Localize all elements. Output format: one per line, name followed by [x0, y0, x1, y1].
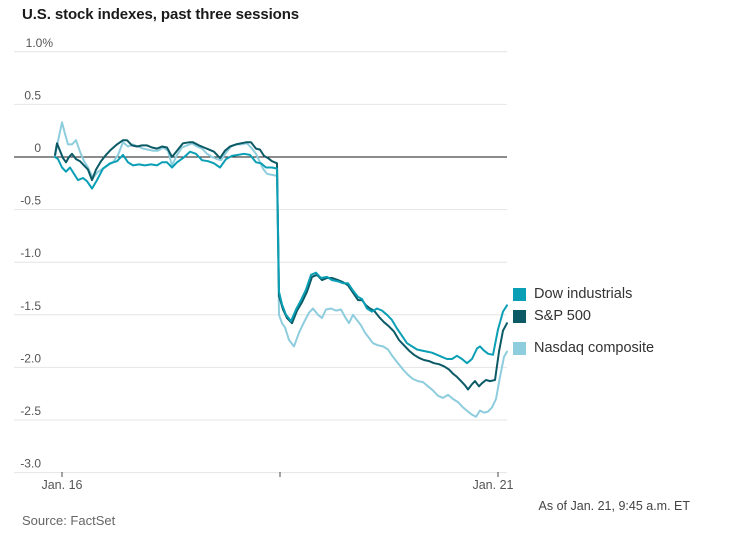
y-axis-label: -1.5	[20, 299, 41, 313]
y-axis-label: -2.0	[20, 351, 41, 365]
series-line-dow	[54, 150, 508, 365]
y-axis-label: -1.0	[20, 246, 41, 260]
as-of-timestamp: As of Jan. 21, 9:45 a.m. ET	[538, 499, 690, 513]
legend-label-dow-industrials: Dow industrials	[534, 286, 633, 302]
legend-swatch-dow-industrials	[513, 287, 526, 301]
y-axis-label: 0.5	[24, 88, 41, 102]
y-axis-label: 0	[34, 141, 41, 155]
y-axis-label: -0.5	[20, 194, 41, 208]
legend-item-nasdaq-composite: Nasdaq composite	[513, 340, 654, 356]
chart-title: U.S. stock indexes, past three sessions	[22, 6, 300, 23]
legend-swatch-sp500	[513, 309, 526, 323]
series-line-nasdaq	[54, 121, 508, 418]
x-axis-label: Jan. 21	[472, 478, 513, 492]
y-axis-label: 1.0%	[26, 36, 54, 50]
y-axis-label: -3.0	[20, 457, 41, 471]
y-axis-label: -2.5	[20, 404, 41, 418]
legend-label-nasdaq-composite: Nasdaq composite	[534, 340, 655, 356]
series-line-sp500	[54, 139, 508, 391]
legend-label-sp500: S&P 500	[534, 308, 591, 324]
source-note: Source: FactSet	[22, 513, 116, 528]
x-axis-label: Jan. 16	[41, 478, 82, 492]
legend-swatch-nasdaq-composite	[513, 341, 526, 355]
legend-item-dow-industrials: Dow industrials	[513, 286, 632, 302]
legend-item-sp500: S&P 500	[513, 308, 591, 324]
legend: Dow industrials S&P 500 Nasdaq composite	[513, 0, 733, 400]
